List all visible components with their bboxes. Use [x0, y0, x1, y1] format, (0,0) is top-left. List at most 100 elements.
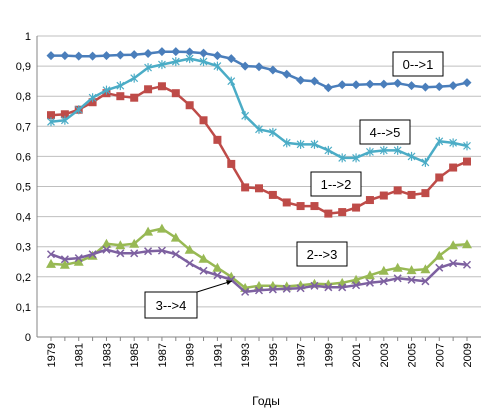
data-point — [268, 127, 277, 137]
data-point — [144, 85, 153, 94]
data-point — [226, 54, 236, 64]
data-point — [393, 274, 402, 283]
data-point — [352, 281, 361, 290]
data-point — [46, 250, 56, 259]
data-point — [199, 57, 208, 67]
data-point — [73, 256, 84, 266]
data-point — [116, 81, 125, 91]
data-point — [143, 226, 154, 236]
callout-arrowhead — [226, 280, 232, 286]
data-point — [199, 266, 208, 275]
series-layer — [46, 47, 472, 296]
data-point — [338, 208, 347, 217]
data-point — [337, 80, 347, 90]
x-tick-label: 1991 — [212, 343, 224, 367]
callout-label: 0-->1 — [403, 57, 434, 72]
data-point — [184, 244, 195, 254]
data-point — [296, 284, 305, 293]
data-point — [366, 147, 374, 157]
y-tick-label: 1 — [25, 31, 31, 43]
data-point — [59, 259, 70, 269]
data-point — [421, 157, 430, 167]
data-point — [157, 47, 167, 57]
callout-2-3: 2-->3 — [296, 241, 348, 267]
data-point — [88, 98, 97, 107]
data-point — [407, 275, 416, 284]
data-point — [199, 116, 208, 125]
data-point — [171, 47, 181, 57]
y-tick-label: 0,2 — [16, 272, 31, 284]
callout-box — [144, 291, 198, 319]
data-point — [212, 51, 222, 61]
data-point — [282, 138, 291, 148]
data-point — [157, 82, 166, 91]
data-point — [338, 153, 347, 163]
data-point — [156, 223, 167, 233]
series-0-1 — [46, 47, 472, 93]
data-point — [435, 173, 444, 182]
data-point — [379, 79, 389, 89]
callout-label: 3-->4 — [156, 298, 187, 313]
data-point — [185, 47, 195, 57]
data-point — [74, 51, 84, 61]
data-point — [74, 105, 83, 115]
data-point — [268, 285, 277, 294]
data-point — [171, 89, 180, 98]
data-point — [130, 93, 139, 102]
data-point — [115, 50, 125, 60]
data-point — [227, 76, 236, 86]
data-point — [420, 264, 431, 274]
data-point — [171, 57, 180, 67]
callout-4-5: 4-->5 — [359, 119, 411, 145]
data-point — [449, 163, 458, 172]
axis-layer: 0 0,1 0,2 0,3 0,4 0,5 0,6 0,7 0,8 0,9 1 1979 1981 198… — [16, 31, 481, 367]
data-point — [393, 145, 402, 155]
y-tick-label: 0,8 — [16, 91, 31, 103]
data-point — [352, 153, 360, 163]
data-point — [448, 240, 459, 250]
data-point — [254, 62, 264, 72]
series-1-2 — [47, 82, 471, 218]
data-point — [379, 191, 388, 200]
y-tick-label: 0 — [25, 332, 31, 344]
data-point — [255, 184, 263, 193]
data-point — [407, 190, 416, 199]
data-point — [46, 51, 56, 61]
x-tick-label: 1989 — [185, 343, 197, 367]
data-point — [434, 82, 444, 92]
data-point — [407, 151, 416, 161]
data-point — [88, 93, 97, 103]
x-tick-label: 1981 — [74, 343, 86, 367]
data-point — [74, 254, 83, 263]
data-point — [198, 253, 209, 263]
data-point — [129, 238, 140, 248]
data-point — [309, 76, 319, 86]
data-point — [392, 262, 403, 272]
y-tick-label: 0,7 — [16, 121, 31, 133]
data-point — [406, 265, 417, 275]
data-point — [115, 240, 126, 250]
data-point — [323, 83, 333, 93]
data-point — [60, 115, 69, 125]
callout-label: 4-->5 — [370, 125, 401, 140]
data-point — [365, 79, 375, 89]
y-tick-label: 0,5 — [16, 182, 31, 194]
data-point — [282, 198, 291, 207]
data-point — [310, 281, 319, 290]
callout-box — [296, 241, 348, 267]
callout-0-1: 0-->1 — [392, 51, 444, 77]
data-point — [185, 54, 194, 64]
x-axis-title: Годы — [252, 394, 280, 408]
data-point — [88, 51, 98, 61]
data-point — [213, 271, 222, 280]
data-point — [241, 287, 250, 296]
data-point — [116, 249, 125, 258]
data-point — [462, 78, 472, 88]
data-point — [435, 263, 444, 272]
data-point — [352, 203, 361, 212]
x-tick-label: 2005 — [407, 343, 419, 367]
data-point — [393, 186, 402, 195]
data-point — [435, 136, 444, 146]
callout-1-2: 1-->2 — [310, 171, 362, 197]
data-point — [393, 78, 403, 88]
